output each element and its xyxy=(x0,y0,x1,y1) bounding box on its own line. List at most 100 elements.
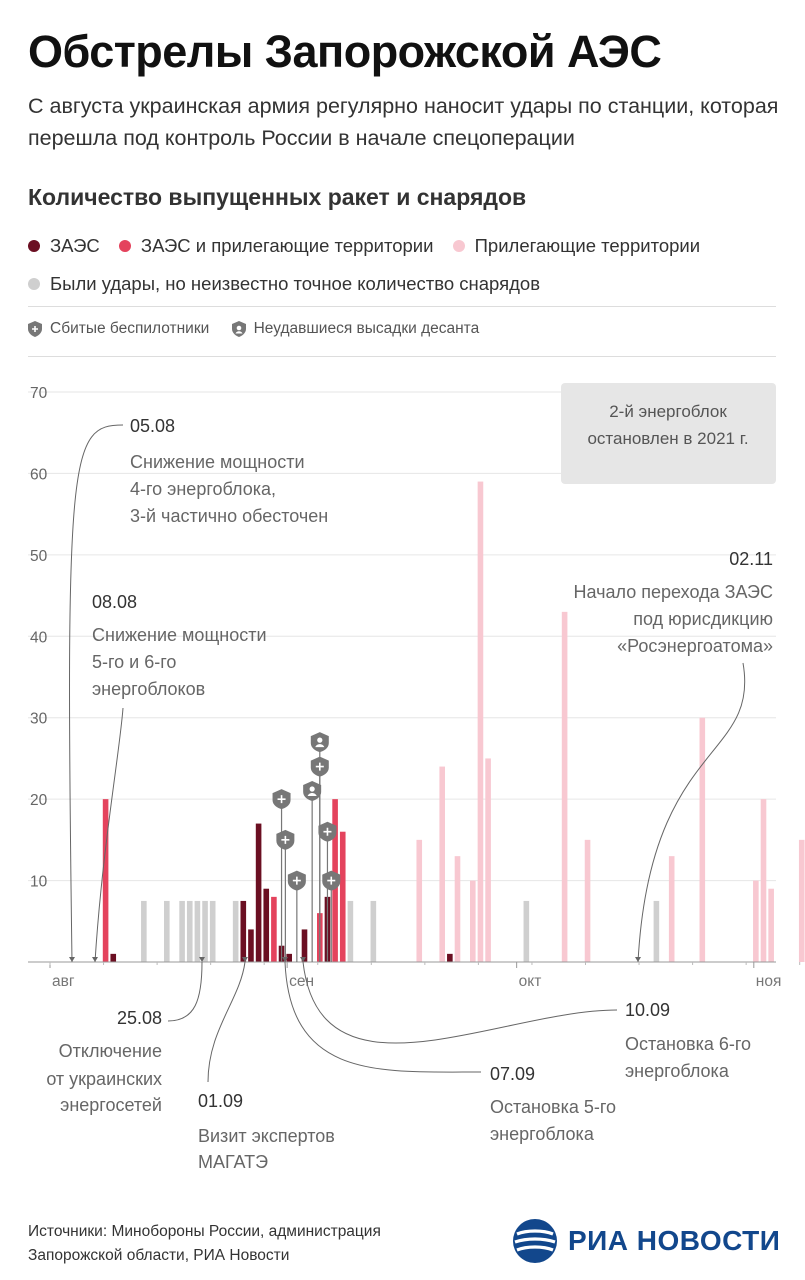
legend-divider-bottom xyxy=(28,356,776,357)
drone-glyph xyxy=(292,876,301,885)
bar-adjacent xyxy=(768,888,774,962)
bar-unknown xyxy=(179,900,185,962)
y-tick-label: 40 xyxy=(30,629,48,646)
bar-adjacent xyxy=(485,758,491,962)
y-tick-label: 10 xyxy=(30,874,48,891)
legend-row-2: Были удары, но неизвестно точное количес… xyxy=(28,273,554,295)
annotation-arrowhead xyxy=(300,957,306,962)
bar-adjacent xyxy=(699,717,706,962)
legend-drones-label: Сбитые беспилотники xyxy=(50,320,210,337)
annotation-05-08: 05.08 Снижение мощности 4-го энергоблока, 3… xyxy=(69,416,328,963)
annotation-text: энергоблока xyxy=(625,1061,730,1081)
legend-landings: Неудавшиеся высадки десанта xyxy=(231,320,479,338)
bar-zaes_adjacent xyxy=(339,831,346,962)
legend-adjacent-label: Прилегающие территории xyxy=(474,235,701,256)
shield-landing-icon xyxy=(231,321,246,337)
ria-logo: РИА НОВОСТИ xyxy=(512,1218,780,1264)
annotation-leader-line xyxy=(69,424,124,963)
bar-adjacent xyxy=(561,611,568,962)
bar-zaes_adjacent xyxy=(271,896,277,962)
bar-unknown xyxy=(164,900,170,962)
landing-marker xyxy=(303,781,322,962)
drone-marker xyxy=(276,829,295,962)
bar-unknown xyxy=(347,900,354,962)
landing-glyph xyxy=(315,744,325,748)
bar-zaes xyxy=(301,929,308,962)
legend-divider-top xyxy=(28,306,776,307)
y-tick-label: 30 xyxy=(30,711,48,728)
shield-drone-icon xyxy=(28,321,42,337)
drone-glyph xyxy=(315,762,324,771)
annotation-arrowhead xyxy=(92,957,98,962)
bar-zaes xyxy=(286,953,292,962)
bar-adjacent xyxy=(454,856,461,962)
bar-zaes xyxy=(110,953,117,962)
annotation-arrowhead xyxy=(69,957,75,962)
annotation-text: энергосетей xyxy=(60,1095,162,1115)
annotation-text: 5-го и 6-го xyxy=(92,652,176,672)
y-tick-label: 60 xyxy=(30,466,48,483)
bar-unknown xyxy=(194,900,201,962)
sources-line-2: Запорожской области, РИА Новости xyxy=(28,1247,290,1264)
legend-adjacent-swatch xyxy=(452,240,465,252)
bar-unknown xyxy=(209,900,216,962)
drone-glyph xyxy=(327,876,336,885)
legend-zaes-swatch xyxy=(28,240,40,252)
drone-glyph xyxy=(323,827,332,836)
drone-marker xyxy=(287,870,306,962)
annotation-leader-line xyxy=(284,961,482,1073)
x-tick-label: авг xyxy=(52,973,75,990)
bar-unknown xyxy=(141,900,147,962)
bar-adjacent xyxy=(760,799,767,962)
annotation-date: 05.08 xyxy=(130,416,175,436)
annotation-text: энергоблоков xyxy=(92,679,205,699)
x-tick-label: окт xyxy=(519,973,542,990)
annotation-leader-line xyxy=(207,961,246,1083)
bar-zaes xyxy=(248,929,254,962)
legend-unknown: Были удары, но неизвестно точное количес… xyxy=(28,273,540,295)
y-tick-label: 50 xyxy=(30,548,48,565)
bar-unknown xyxy=(202,900,208,962)
landing-glyph xyxy=(317,737,323,743)
drone-glyph xyxy=(281,835,290,844)
annotation-text: 4-го энергоблока, xyxy=(130,479,276,499)
landing-glyph xyxy=(307,793,317,796)
y-tick-label: 70 xyxy=(30,385,48,402)
legend-drones: Сбитые беспилотники xyxy=(28,320,209,338)
annotation-date: 07.09 xyxy=(490,1064,535,1084)
x-tick-label: ноя xyxy=(756,973,782,990)
bar-zaes xyxy=(447,953,453,962)
bar-zaes xyxy=(263,888,270,962)
bar-adjacent xyxy=(798,839,805,962)
y-tick-label: 20 xyxy=(30,792,48,809)
annotation-date: 08.08 xyxy=(92,592,137,612)
annotation-text: Визит экспертов xyxy=(198,1126,335,1146)
annotation-text: 3-й частично обесточен xyxy=(130,506,328,526)
annotation-arrowhead xyxy=(282,957,288,962)
bar-adjacent xyxy=(439,766,445,962)
shelling-chart: 10 20 30 40 50 60 70 2-й энергоблок остановлен в… xyxy=(28,383,805,1172)
bar-unknown xyxy=(186,900,193,962)
annotation-08-08: 08.08 Снижение мощности 5-го и 6-го энергоб… xyxy=(92,592,267,963)
annotation-box-text: остановлен в 2021 г. xyxy=(587,429,748,448)
legend-zaes: ЗАЭС xyxy=(28,235,100,257)
annotation-text: «Росэнергоатома» xyxy=(617,636,773,656)
legend-zaes-adjacent: ЗАЭС и прилегающие территории xyxy=(118,235,434,257)
legend-zaes-adjacent-label: ЗАЭС и прилегающие территории xyxy=(140,235,434,256)
bar-adjacent xyxy=(470,880,476,962)
annotation-arrowhead xyxy=(199,957,205,962)
bar-adjacent xyxy=(477,481,484,962)
sources-line-1: Источники: Минобороны России, администра… xyxy=(28,1223,381,1240)
annotation-25-08: 25.08 Отключение от украинских энергосетей xyxy=(46,957,205,1115)
annotation-box-text: 2-й энергоблок xyxy=(609,402,727,421)
legend-row-1: ЗАЭС ЗАЭС и прилегающие территории Приле… xyxy=(28,235,714,257)
bar-unknown xyxy=(370,900,377,962)
annotation-text: от украинских xyxy=(46,1069,162,1089)
legend-unknown-label: Были удары, но неизвестно точное количес… xyxy=(50,273,541,294)
annotation-text: энергоблока xyxy=(490,1124,595,1144)
annotation-leader-line xyxy=(637,662,746,963)
legend-adjacent: Прилегающие территории xyxy=(452,235,701,257)
page-title: Обстрелы Запорожской АЭС xyxy=(28,26,662,77)
drone-marker xyxy=(310,756,329,962)
annotation-02-11: 02.11 Начало перехода ЗАЭС под юрисдикцию «… xyxy=(574,549,773,963)
